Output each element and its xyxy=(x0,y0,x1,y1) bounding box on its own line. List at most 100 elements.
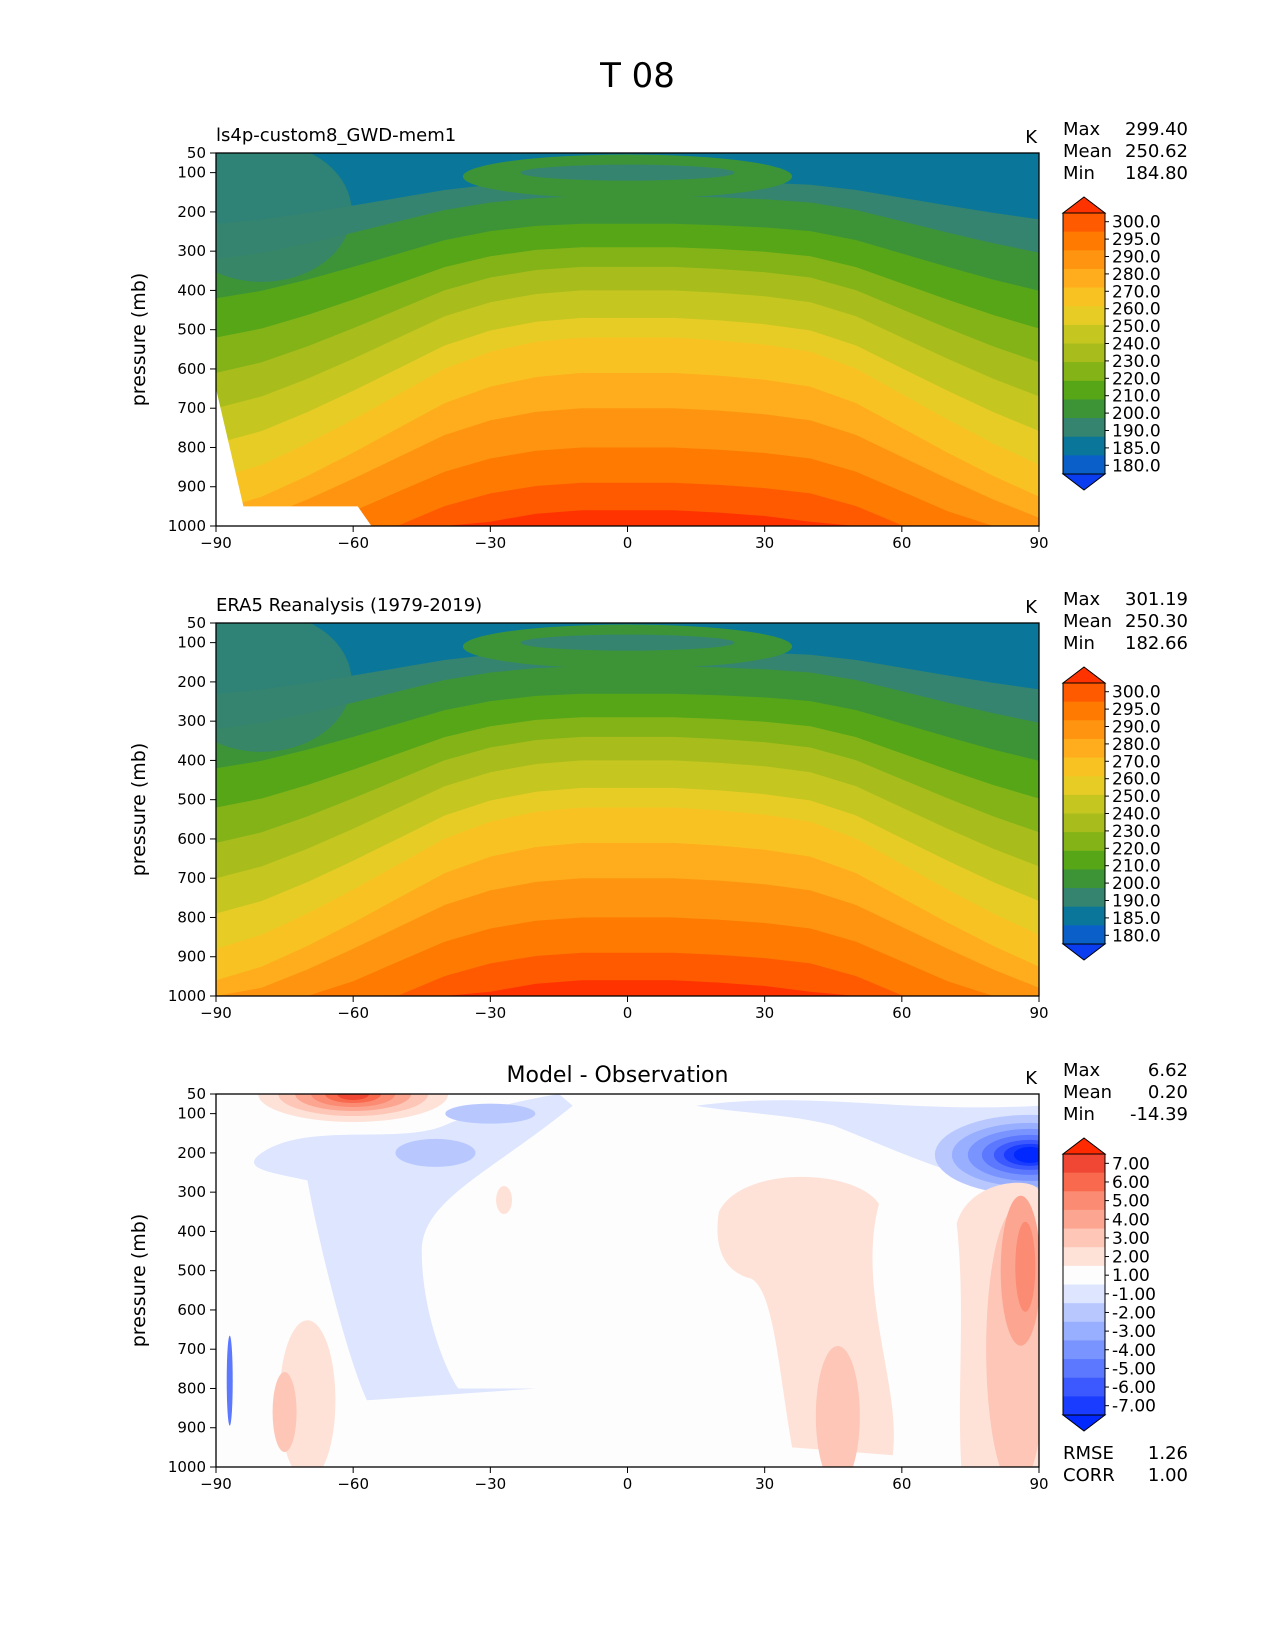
y-tick-label: 300 xyxy=(177,1183,206,1201)
colorbar-tick-label: 250.0 xyxy=(1112,787,1161,807)
negative-region xyxy=(226,1335,233,1426)
colorbar-tick-label: 270.0 xyxy=(1112,282,1161,302)
y-tick-label: 600 xyxy=(177,1301,206,1319)
y-tick-label: 200 xyxy=(177,203,206,221)
colorbar-swatch xyxy=(1063,925,1105,945)
colorbar-tick-label: 185.0 xyxy=(1112,909,1161,929)
y-tick-label: 900 xyxy=(177,478,206,496)
stat-label: RMSE xyxy=(1063,1443,1114,1464)
colorbar-tick-label: -7.00 xyxy=(1112,1397,1156,1417)
x-tick-label: −30 xyxy=(475,1004,507,1022)
y-axis-label: pressure (mb) xyxy=(128,273,150,407)
stat-label: Mean xyxy=(1063,1082,1112,1103)
y-tick-label: 800 xyxy=(177,438,206,456)
temperature-band xyxy=(216,482,1039,526)
y-tick-label: 400 xyxy=(177,281,206,299)
x-tick-label: −90 xyxy=(200,1004,232,1022)
colorbar-tick-label: 1.00 xyxy=(1112,1266,1150,1286)
y-tick-label: 1000 xyxy=(168,517,206,535)
stat-value: 6.62 xyxy=(1148,1060,1188,1081)
colorbar-tick-label: 200.0 xyxy=(1112,404,1161,424)
negative-region xyxy=(395,1138,476,1167)
colorbar-swatch xyxy=(1063,250,1105,270)
x-tick-label: 30 xyxy=(755,1004,774,1022)
stat-label: Max xyxy=(1063,119,1101,140)
colorbar-swatch xyxy=(1063,1321,1105,1341)
x-tick-label: 90 xyxy=(1029,1475,1048,1493)
colorbar-extend-top xyxy=(1061,666,1107,684)
y-tick-label: 400 xyxy=(177,751,206,769)
stat-value: 0.20 xyxy=(1148,1082,1188,1103)
y-tick-label: 1000 xyxy=(168,1458,206,1476)
colorbar-tick-label: 7.00 xyxy=(1112,1154,1150,1174)
colorbar-tick-label: 190.0 xyxy=(1112,422,1161,442)
negative-region xyxy=(445,1103,536,1124)
y-axis-label: pressure (mb) xyxy=(128,1214,150,1348)
colorbar-tick-label: 260.0 xyxy=(1112,300,1161,320)
x-tick-label: −90 xyxy=(200,1475,232,1493)
y-tick-label: 800 xyxy=(177,908,206,926)
stat-label: Min xyxy=(1063,633,1095,654)
tropopause-core-inner xyxy=(520,164,735,181)
x-tick-label: 30 xyxy=(755,1475,774,1493)
stat-label: Max xyxy=(1063,1060,1101,1081)
stat-label: Min xyxy=(1063,163,1095,184)
y-tick-label: 500 xyxy=(177,321,206,339)
colorbar-swatch xyxy=(1063,1377,1105,1397)
contour-field xyxy=(216,623,1039,996)
y-tick-label: 500 xyxy=(177,1262,206,1280)
x-tick-label: 0 xyxy=(623,1475,633,1493)
colorbar-swatch xyxy=(1063,399,1105,419)
positive-region xyxy=(815,1345,860,1467)
colorbar-tick-label: -5.00 xyxy=(1112,1359,1156,1379)
y-tick-label: 1000 xyxy=(168,987,206,1005)
tropopause-core-inner xyxy=(520,634,735,651)
stat-value: -14.39 xyxy=(1130,1104,1188,1125)
colorbar-tick-label: -1.00 xyxy=(1112,1285,1156,1305)
stat-value: 250.62 xyxy=(1125,141,1188,162)
y-axis-label: pressure (mb) xyxy=(128,743,150,877)
polar-vortex xyxy=(216,153,352,282)
y-tick-label: 300 xyxy=(177,712,206,730)
temperature-band xyxy=(216,952,1039,996)
stat-value: 1.00 xyxy=(1148,1465,1188,1486)
colorbar-swatch xyxy=(1063,231,1105,251)
colorbar-swatch xyxy=(1063,362,1105,382)
colorbar-tick-label: 180.0 xyxy=(1112,926,1161,946)
x-tick-label: 90 xyxy=(1029,534,1048,552)
colorbar-swatch xyxy=(1063,850,1105,870)
x-tick-label: −60 xyxy=(337,1475,369,1493)
colorbar-swatch xyxy=(1063,757,1105,777)
x-tick-label: 60 xyxy=(892,534,911,552)
units-label: K xyxy=(1025,127,1038,148)
units-label: K xyxy=(1025,1068,1038,1089)
colorbar-swatch xyxy=(1063,1340,1105,1360)
colorbar-swatch xyxy=(1063,888,1105,908)
negative-region xyxy=(1013,1146,1039,1163)
colorbar-swatch xyxy=(1063,306,1105,326)
colorbar-swatch xyxy=(1063,683,1105,703)
colorbar-tick-label: 185.0 xyxy=(1112,439,1161,459)
colorbar-frame xyxy=(1062,1153,1106,1416)
y-tick-label: 50 xyxy=(187,614,206,632)
y-tick-label: 400 xyxy=(177,1222,206,1240)
colorbar-tick-label: 240.0 xyxy=(1112,805,1161,825)
colorbar-tick-label: 295.0 xyxy=(1112,230,1161,250)
colorbar-extend-bottom xyxy=(1061,473,1107,491)
colorbar-swatch xyxy=(1063,1209,1105,1230)
stat-value: 182.66 xyxy=(1125,633,1188,654)
colorbar-swatch xyxy=(1063,738,1105,759)
colorbar-extend-bottom xyxy=(1061,943,1107,961)
colorbar-swatch xyxy=(1063,1359,1105,1379)
colorbar-swatch xyxy=(1063,287,1105,307)
stat-label: CORR xyxy=(1063,1465,1115,1486)
colorbar-tick-label: 300.0 xyxy=(1112,683,1161,703)
colorbar-swatch xyxy=(1063,832,1105,852)
x-tick-label: −30 xyxy=(475,1475,507,1493)
positive-region xyxy=(272,1372,297,1453)
colorbar-tick-label: -4.00 xyxy=(1112,1341,1156,1361)
positive-region xyxy=(337,1094,370,1100)
colorbar-tick-label: 220.0 xyxy=(1112,839,1161,859)
